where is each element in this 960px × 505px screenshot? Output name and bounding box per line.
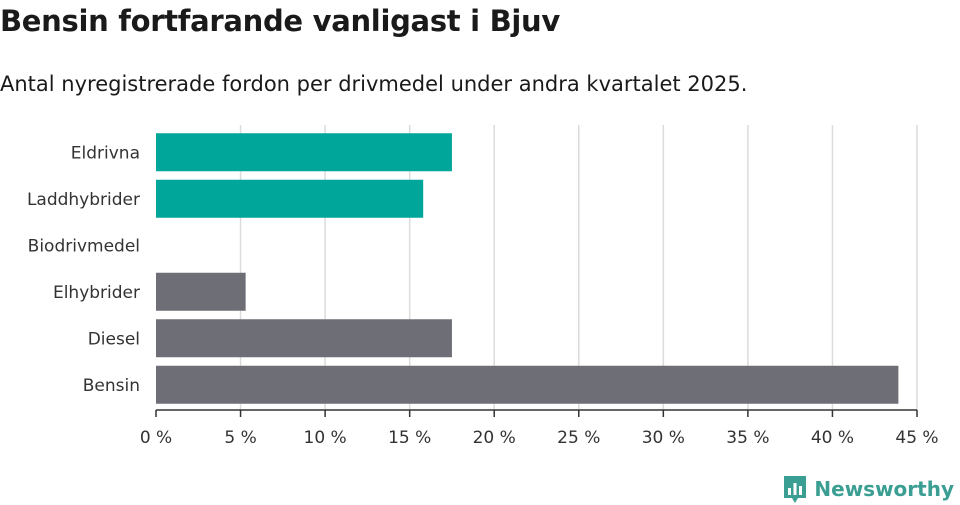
- newsworthy-logo: Newsworthy: [782, 473, 954, 505]
- bar-eldrivna: [156, 133, 452, 172]
- category-label: Laddhybrider: [27, 190, 140, 210]
- bar-bensin: [156, 365, 899, 404]
- x-tick-label: 40 %: [811, 428, 854, 448]
- x-tick-label: 0 %: [140, 428, 172, 448]
- x-tick-label: 45 %: [895, 428, 938, 448]
- x-tick-label: 10 %: [304, 428, 347, 448]
- category-label: Bensin: [83, 376, 140, 396]
- x-tick-label: 30 %: [642, 428, 685, 448]
- x-tick-label: 35 %: [726, 428, 769, 448]
- x-tick-label: 5 %: [224, 428, 256, 448]
- x-tick-label: 15 %: [388, 428, 431, 448]
- x-tick-label: 20 %: [473, 428, 516, 448]
- bar-diesel: [156, 319, 452, 358]
- x-tick-label: 25 %: [557, 428, 600, 448]
- brand-name: Newsworthy: [814, 477, 954, 501]
- category-label: Eldrivna: [71, 143, 140, 163]
- category-label: Diesel: [88, 329, 140, 349]
- category-label: Biodrivmedel: [28, 236, 140, 256]
- bar-laddhybrider: [156, 179, 424, 218]
- bar-elhybrider: [156, 272, 246, 311]
- category-label: Elhybrider: [53, 283, 140, 303]
- chart-title: Bensin fortfarande vanligast i Bjuv: [0, 4, 560, 38]
- bar-chart: Eldrivna Laddhybrider Biodrivmedel Elhybrid…: [27, 125, 939, 448]
- newsworthy-icon: [784, 476, 807, 503]
- chart-subtitle: Antal nyregistrerade fordon per drivmede…: [0, 72, 748, 96]
